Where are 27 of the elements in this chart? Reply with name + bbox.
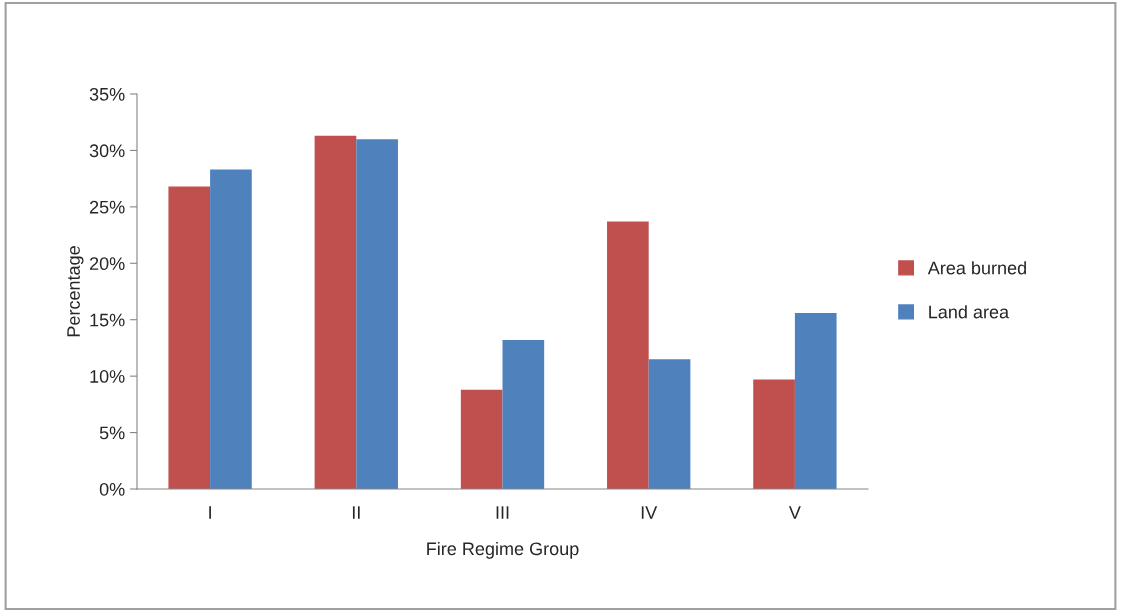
- y-tick-label: 0%: [99, 482, 125, 496]
- bar: [753, 379, 795, 489]
- x-tick-label: V: [788, 506, 801, 519]
- bar: [314, 135, 357, 489]
- x-tick-label: II: [352, 506, 360, 519]
- legend-label: Land area: [929, 305, 1010, 319]
- x-axis-title: Fire Regime Group: [427, 541, 579, 559]
- x-tick-label: IV: [641, 506, 658, 519]
- x-tick-label: III: [496, 506, 509, 519]
- bar: [168, 186, 211, 489]
- y-tick-label: 25%: [89, 200, 125, 214]
- x-tick-label: I: [209, 506, 211, 519]
- bar: [356, 139, 398, 489]
- y-tick-label: 30%: [89, 144, 125, 158]
- y-tick-label: 35%: [89, 87, 125, 101]
- y-tick-label: 10%: [90, 370, 125, 383]
- y-axis-title: Percentage: [67, 246, 84, 337]
- bar: [502, 340, 545, 489]
- y-tick-label: 20%: [89, 257, 125, 271]
- bar: [607, 221, 649, 489]
- bar: [460, 389, 503, 489]
- bar: [648, 359, 691, 489]
- y-tick-label: 15%: [90, 313, 125, 327]
- bar: [210, 169, 252, 489]
- y-tick-label: 5%: [99, 426, 125, 440]
- bar: [794, 312, 837, 489]
- legend-label: Area burned: [927, 261, 1026, 275]
